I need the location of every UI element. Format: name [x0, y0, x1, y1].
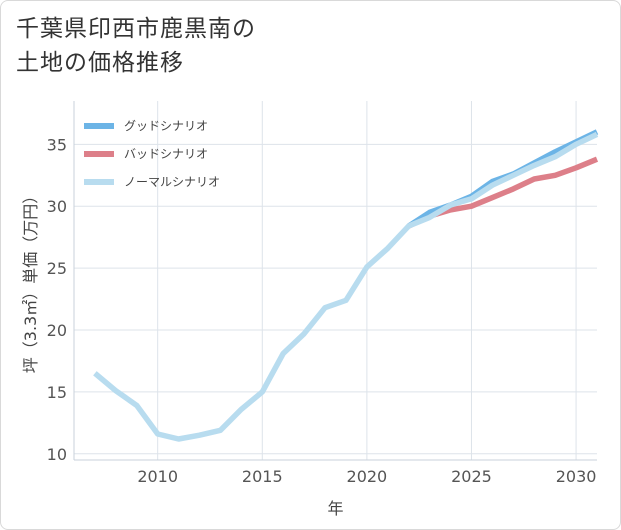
- legend-label: バッドシナリオ: [124, 147, 208, 161]
- y-tick-label: 15: [47, 383, 67, 402]
- x-tick-label: 2030: [556, 467, 597, 486]
- x-tick-label: 2010: [137, 467, 178, 486]
- series-lines: [93, 129, 599, 442]
- y-tick-label: 20: [47, 321, 67, 340]
- x-tick-label: 2015: [242, 467, 283, 486]
- x-tick-label: 2020: [347, 467, 388, 486]
- chart-title-line1: 千葉県印西市鹿黒南の: [16, 16, 256, 42]
- chart-title: 千葉県印西市鹿黒南の 土地の価格推移: [16, 12, 436, 80]
- y-tick-label: 25: [47, 259, 67, 278]
- series-line-normal: [93, 131, 599, 442]
- legend-label: グッドシナリオ: [124, 119, 208, 133]
- y-tick-label: 30: [47, 197, 67, 216]
- legend-label: ノーマルシナリオ: [124, 175, 220, 189]
- chart-title-line2: 土地の価格推移: [16, 50, 184, 76]
- x-tick-label: 2025: [451, 467, 492, 486]
- grid-lines: [73, 101, 597, 461]
- y-tick-label: 10: [47, 445, 67, 464]
- x-axis-label: 年: [327, 499, 343, 518]
- y-axis-label: 坪（3.3㎡）単価（万円）: [21, 188, 40, 373]
- y-tick-label: 35: [47, 135, 67, 154]
